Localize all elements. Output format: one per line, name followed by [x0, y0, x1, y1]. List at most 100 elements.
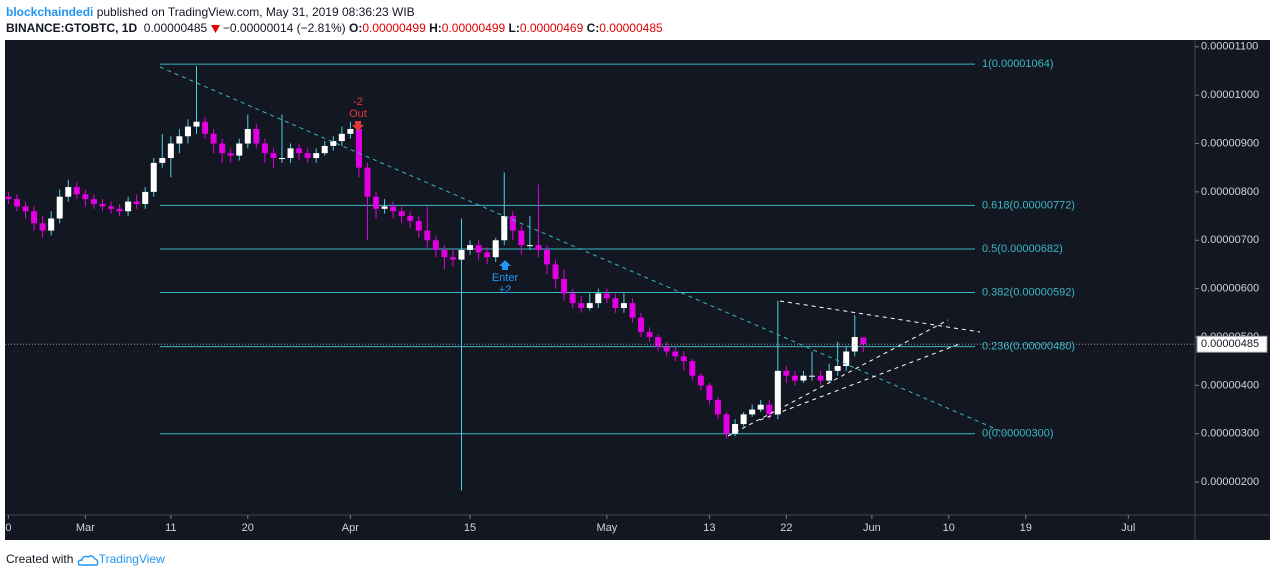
- candle-body: [663, 346, 670, 352]
- change: −0.00000014 (−2.81%): [222, 21, 346, 35]
- candle-body: [236, 143, 243, 156]
- y-tick-label: 0.00001000: [1201, 89, 1259, 101]
- candle-body: [817, 375, 824, 381]
- candle-body: [740, 414, 747, 425]
- candle-body: [424, 230, 431, 241]
- c-label: C:: [586, 21, 600, 35]
- published: published on TradingView.com, May 31, 20…: [96, 5, 415, 19]
- candle-body: [253, 129, 260, 144]
- candle-body: [22, 206, 29, 212]
- candle-body: [364, 167, 371, 197]
- candle-body: [449, 257, 456, 260]
- candle-body: [569, 293, 576, 304]
- candle-body: [82, 194, 89, 200]
- x-tick-label: 0: [5, 522, 11, 534]
- symbol: BINANCE:GTOBTC, 1D: [6, 21, 138, 35]
- fib-label: 0.618(0.00000772): [982, 199, 1075, 211]
- candle-body: [99, 203, 106, 207]
- candle-body: [646, 332, 653, 337]
- candle-body: [65, 187, 72, 197]
- candle-body: [543, 249, 550, 265]
- annotation: -2: [353, 96, 363, 108]
- candle-body: [381, 206, 388, 209]
- x-tick-label: May: [596, 522, 617, 534]
- candle-body: [150, 162, 157, 192]
- candle-body: [766, 404, 773, 415]
- candle-body: [125, 201, 132, 212]
- down-icon: [210, 24, 220, 33]
- candle-body: [723, 414, 730, 434]
- x-tick-label: 22: [780, 522, 792, 534]
- candle-body: [304, 153, 311, 159]
- candle-body: [595, 293, 602, 304]
- c-value: 0.00000485: [599, 21, 663, 35]
- candle-body: [296, 148, 303, 154]
- candle-body: [313, 153, 320, 159]
- symbol-line: BINANCE:GTOBTC, 1D 0.00000485 −0.0000001…: [6, 20, 663, 36]
- candle-body: [338, 133, 345, 142]
- brand: TradingView: [98, 552, 165, 566]
- last-price-box: [1196, 335, 1268, 353]
- y-tick-label: 0.00000300: [1201, 428, 1259, 440]
- candle-body: [749, 409, 756, 415]
- candle-body: [373, 196, 380, 209]
- x-tick-label: 20: [242, 522, 254, 534]
- x-tick-label: Jul: [1121, 522, 1135, 534]
- candle-body: [56, 196, 63, 219]
- candle-body: [757, 404, 764, 410]
- candle-body: [458, 249, 465, 260]
- candle-body: [108, 206, 115, 209]
- x-tick-label: Mar: [76, 522, 95, 534]
- annotation: +2: [499, 284, 512, 296]
- l-value: 0.00000469: [519, 21, 584, 35]
- candle-body: [484, 252, 491, 258]
- candle-body: [689, 361, 696, 376]
- fib-label: 1(0.00001064): [982, 58, 1054, 70]
- y-tick-label: 0.00001100: [1201, 41, 1258, 53]
- candle-body: [219, 143, 226, 154]
- candle-body: [809, 375, 816, 377]
- candle-body: [826, 370, 833, 381]
- triangle-lower: [727, 319, 949, 437]
- candle-body: [5, 196, 12, 200]
- candle-body: [578, 303, 585, 308]
- candle-body: [732, 424, 739, 434]
- candle-body: [261, 143, 268, 154]
- candle-body: [390, 206, 397, 212]
- candle-body: [133, 201, 140, 204]
- o-label: O:: [349, 21, 363, 35]
- candle-body: [227, 153, 234, 156]
- candle-body: [492, 240, 499, 258]
- candle-body: [638, 317, 645, 333]
- candle-body: [441, 249, 448, 258]
- fib-label: 0.382(0.00000592): [982, 286, 1075, 298]
- x-tick-label: 15: [464, 522, 476, 534]
- candle-body: [330, 141, 337, 146]
- x-tick-label: 11: [165, 522, 176, 534]
- buy-arrow: [499, 260, 511, 270]
- last: 0.00000485: [143, 21, 208, 35]
- candle-body: [90, 199, 97, 204]
- author: blockchaindedi: [6, 5, 94, 19]
- h-value: 0.00000499: [441, 21, 506, 35]
- candle-body: [159, 158, 166, 163]
- candle-body: [184, 126, 191, 137]
- candle-body: [31, 211, 38, 224]
- candle-body: [697, 375, 704, 386]
- candle-body: [398, 211, 405, 217]
- candle-body: [800, 375, 807, 381]
- created-with: Created with: [6, 552, 74, 566]
- candle-body: [501, 216, 508, 241]
- candle-body: [176, 136, 183, 144]
- candle-body: [629, 303, 636, 318]
- y-tick-label: 0.00000200: [1201, 476, 1259, 488]
- candle-body: [620, 303, 627, 308]
- y-tick-label: 0.00000600: [1201, 283, 1259, 295]
- l-label: L:: [508, 21, 520, 35]
- candle-body: [210, 133, 217, 144]
- candle-body: [116, 208, 123, 212]
- header: blockchaindedi published on TradingView.…: [6, 4, 663, 36]
- drawings: -2 Out Enter +2: [159, 66, 1006, 437]
- candle-body: [244, 129, 251, 144]
